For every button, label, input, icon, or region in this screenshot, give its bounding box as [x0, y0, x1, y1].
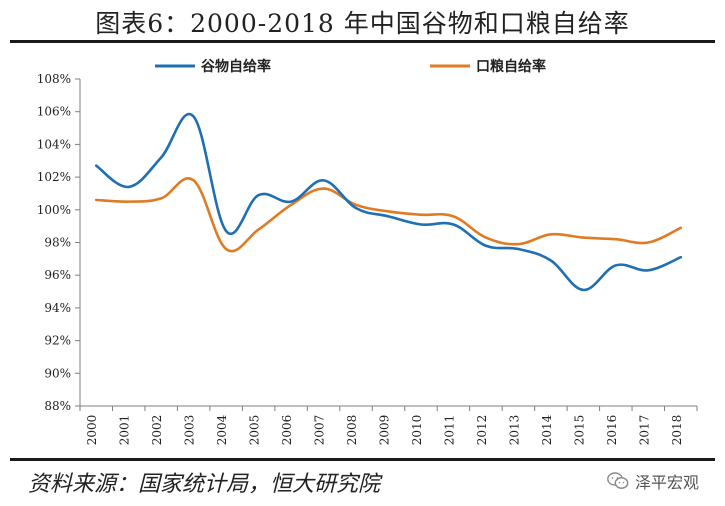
- top-rule: [10, 40, 715, 43]
- x-tick-label: 2014: [540, 414, 554, 445]
- y-tick-label: 106%: [37, 105, 71, 119]
- x-tick-label: 2012: [475, 415, 489, 446]
- x-tick-label: 2002: [150, 415, 164, 446]
- x-tick-label: 2008: [345, 415, 359, 446]
- x-tick-label: 2009: [378, 415, 392, 446]
- y-tick-label: 98%: [44, 236, 71, 250]
- y-tick-label: 92%: [44, 334, 71, 348]
- x-tick-label: 2011: [442, 415, 456, 446]
- y-tick-label: 104%: [37, 137, 71, 151]
- x-tick-label: 2007: [313, 415, 327, 446]
- x-tick-label: 2013: [507, 415, 521, 446]
- legend: 谷物自给率 口粮自给率: [155, 58, 546, 75]
- series-line-1: [94, 112, 683, 292]
- x-tick-label: 2000: [85, 415, 99, 446]
- x-tick-label: 2017: [637, 415, 651, 446]
- x-tick-label: 2015: [572, 415, 586, 446]
- y-tick-label: 102%: [37, 170, 71, 184]
- bottom-rule: [10, 458, 715, 461]
- y-axis: 88% 90% 92% 94% 96% 98% 100% 102% 104% 106% 108%: [37, 72, 81, 413]
- series-line-2: [94, 177, 683, 253]
- chart-title: 图表6：2000-2018 年中国谷物和口粮自给率: [95, 9, 630, 38]
- brand-watermark: 泽平宏观: [607, 469, 699, 493]
- series-lines: [94, 112, 683, 292]
- x-tick-label: 2005: [248, 415, 262, 446]
- y-tick-label: 108%: [37, 72, 71, 86]
- x-axis: 2000 2001 2002 2003 2004 2005 2006 2007 2008 2009…: [79, 405, 698, 446]
- source-note: 资料来源：国家统计局，恒大研究院: [28, 472, 381, 497]
- x-tick-label: 2016: [605, 415, 619, 446]
- x-tick-label: 2001: [118, 415, 132, 446]
- x-tick-label: 2018: [670, 415, 684, 446]
- legend-label: 谷物自给率: [201, 58, 271, 75]
- line-chart: 谷物自给率 口粮自给率 88% 90% 92% 94% 96% 98% 100% 102% 104…: [37, 58, 698, 446]
- x-tick-label: 2004: [215, 414, 229, 445]
- x-tick-label: 2003: [183, 415, 197, 446]
- legend-label: 口粮自给率: [476, 58, 546, 75]
- brand-name: 泽平宏观: [634, 473, 699, 492]
- y-tick-label: 100%: [37, 203, 71, 217]
- y-tick-label: 96%: [44, 268, 71, 282]
- y-tick-label: 88%: [44, 399, 71, 413]
- x-tick-label: 2006: [280, 415, 294, 446]
- x-tick-label: 2010: [410, 415, 424, 446]
- wechat-icon: [607, 472, 629, 489]
- y-tick-label: 94%: [44, 301, 71, 315]
- y-tick-label: 90%: [44, 366, 71, 380]
